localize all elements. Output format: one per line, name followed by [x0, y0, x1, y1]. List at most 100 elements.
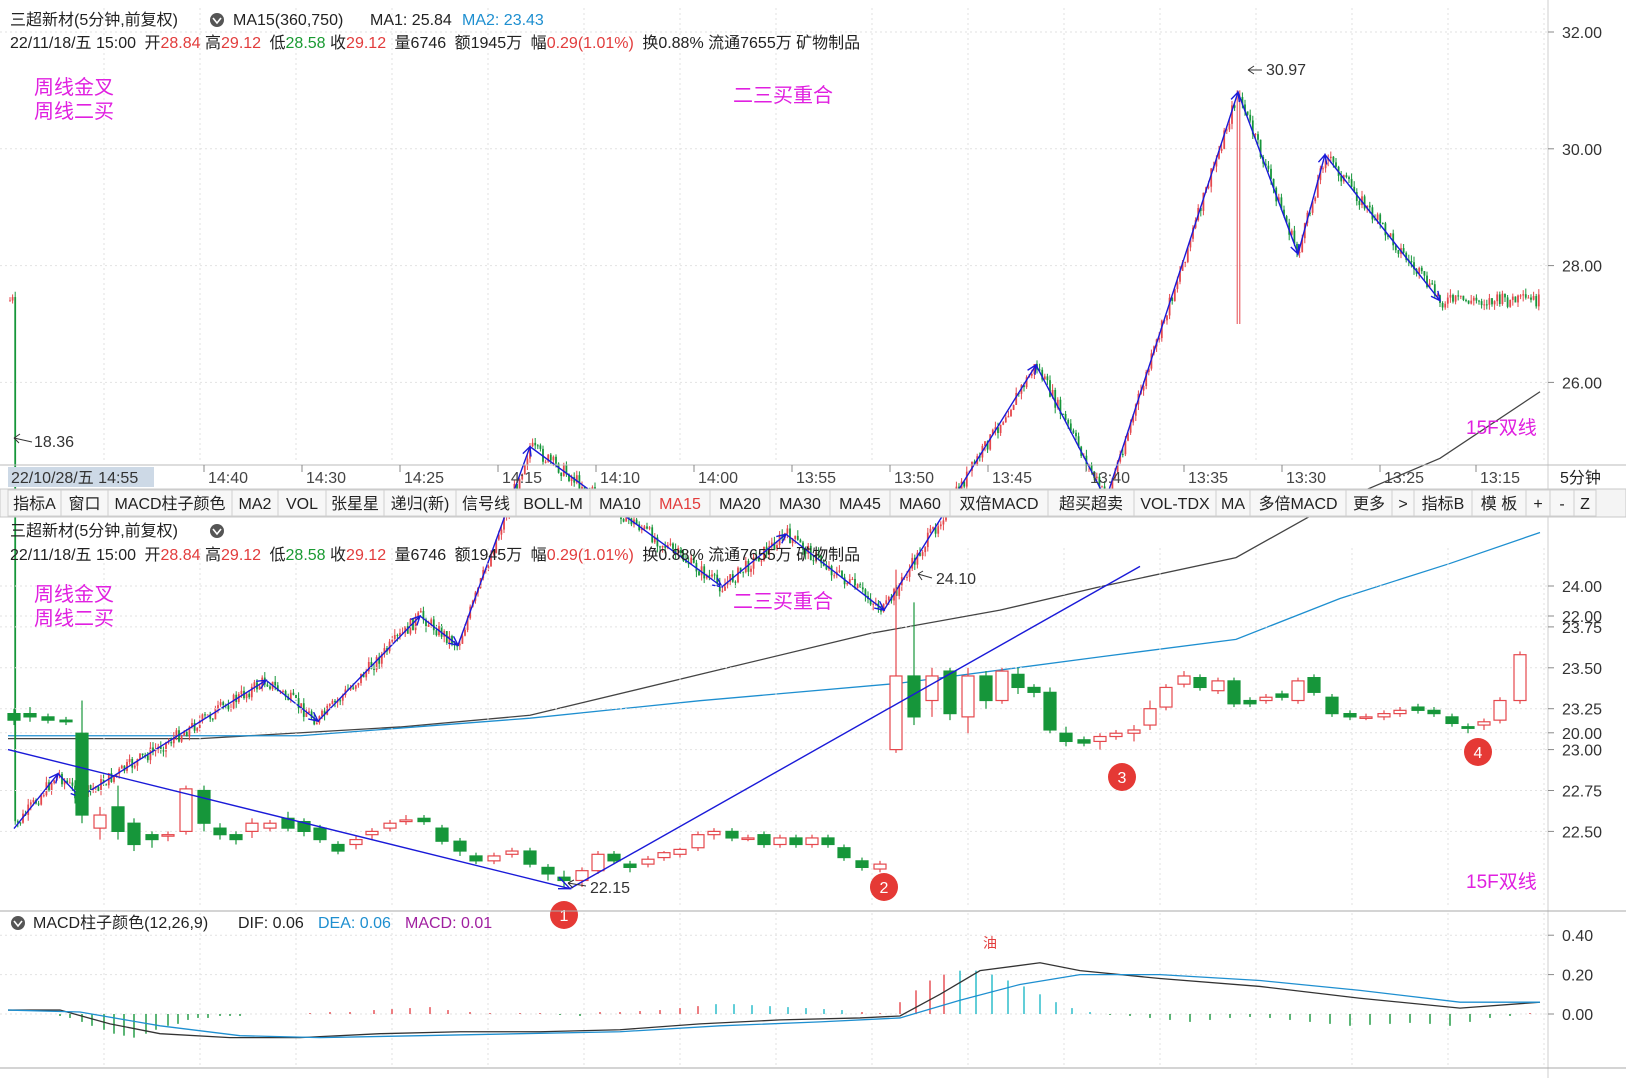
mid-candle-body	[673, 848, 687, 855]
toolbar-button[interactable]: MA15	[649, 489, 711, 517]
toolbar-button[interactable]: BOLL-M	[515, 489, 591, 517]
toolbar-button-bg[interactable]	[231, 489, 279, 517]
toolbar-button[interactable]: 信号线	[455, 489, 517, 517]
toolbar-button[interactable]: 多倍MACD	[1249, 489, 1347, 517]
toolbar-button-bg[interactable]	[7, 489, 62, 517]
toolbar-button[interactable]: 模 板	[1471, 489, 1527, 517]
top-candle-body	[924, 547, 927, 553]
mid-candle-body	[487, 855, 501, 862]
top-candle-body	[1426, 275, 1428, 288]
toolbar-button-bg[interactable]	[1133, 489, 1217, 517]
toolbar-button-bg[interactable]	[383, 489, 457, 517]
toolbar-button-bg[interactable]	[889, 489, 951, 517]
toolbar-button[interactable]: MA20	[709, 489, 771, 517]
top-low-arrow	[13, 433, 33, 444]
top-zigzag-arrow	[448, 635, 460, 647]
toolbar-button[interactable]: +	[1525, 489, 1551, 517]
toolbar-button[interactable]: MA60	[889, 489, 951, 517]
toolbar-button-label: BOLL-M	[523, 496, 583, 513]
mid-candle-body	[1027, 686, 1041, 693]
toolbar-button[interactable]: -	[1549, 489, 1575, 517]
toolbar-button[interactable]: 递归(新)	[383, 489, 457, 517]
toolbar-button-bg[interactable]	[515, 489, 591, 517]
toolbar-button-bg[interactable]	[1345, 489, 1393, 517]
toolbar-button-bg[interactable]	[455, 489, 517, 517]
top-candle-body	[1145, 372, 1148, 387]
toolbar-button[interactable]: MA30	[769, 489, 831, 517]
mid-candle-body	[707, 830, 721, 836]
toolbar-button-bg[interactable]	[949, 489, 1049, 517]
toolbar-button[interactable]: >	[1391, 489, 1415, 517]
top-dropdown-icon[interactable]	[210, 13, 224, 27]
toolbar-button[interactable]: 张星星	[325, 489, 385, 517]
toolbar-button-bg[interactable]	[769, 489, 831, 517]
toolbar-button-bg[interactable]	[1471, 489, 1527, 517]
toolbar-button-bg[interactable]	[1549, 489, 1575, 517]
toolbar-button[interactable]: MA2	[231, 489, 279, 517]
top-candle-body	[1350, 179, 1353, 187]
toolbar-button[interactable]: MACD柱子颜色	[107, 489, 233, 517]
top-candle-body	[393, 635, 396, 639]
top-candle-body	[258, 685, 261, 690]
top-candle-body	[1090, 464, 1093, 472]
toolbar-button[interactable]: 双倍MACD	[949, 489, 1049, 517]
top-candle-body	[1483, 304, 1486, 306]
top-candle-body	[1280, 197, 1283, 210]
toolbar-button-label: 指标B	[1422, 495, 1465, 513]
toolbar-button[interactable]: MA10	[589, 489, 651, 517]
top-ytick-label: 26.00	[1562, 375, 1602, 392]
top-candle-body	[209, 714, 212, 719]
top-candle-body	[432, 619, 435, 631]
toolbar-button[interactable]: VOL	[277, 489, 327, 517]
toolbar-button-bg[interactable]	[1413, 489, 1473, 517]
toolbar-button-bg[interactable]	[649, 489, 711, 517]
top-candle-body	[742, 571, 745, 573]
mid-candle-body	[1377, 713, 1391, 718]
top-candle-body	[856, 584, 859, 589]
top-candle-body	[1246, 111, 1249, 115]
period-label[interactable]: 5分钟	[1560, 469, 1601, 487]
top-candle-body	[659, 546, 661, 548]
top-candle-body	[1535, 296, 1538, 307]
toolbar-button-bg[interactable]	[1525, 489, 1551, 517]
mid-candle-body	[979, 675, 993, 702]
macd-value: MACD: 0.01	[405, 915, 492, 932]
toolbar-button-label: MA15	[659, 496, 701, 513]
toolbar-button[interactable]: 指标B	[1413, 489, 1473, 517]
top-candle-body	[466, 618, 469, 630]
top-candle-body	[1015, 392, 1018, 405]
toolbar-button-label: 窗口	[68, 495, 100, 513]
top-candle-body	[934, 527, 937, 534]
top-candle-body	[1478, 300, 1480, 302]
top-candle-body	[1496, 294, 1499, 302]
time-tick-label: 13:55	[796, 470, 836, 487]
toolbar-button[interactable]: 超买超卖	[1047, 489, 1135, 517]
top-candles	[9, 90, 1540, 828]
toolbar-button-bg[interactable]	[589, 489, 651, 517]
top-candle-body	[357, 683, 360, 686]
toolbar-button[interactable]: Z	[1573, 489, 1597, 517]
time-tick-label: 14:40	[208, 470, 248, 487]
toolbar-button[interactable]: MA	[1215, 489, 1251, 517]
toolbar-button[interactable]: VOL-TDX	[1133, 489, 1217, 517]
top-chevron-down-icon	[212, 17, 222, 25]
toolbar-button[interactable]: 指标A	[7, 489, 62, 517]
mid-dropdown-icon[interactable]	[210, 524, 224, 538]
toolbar-button[interactable]: MA45	[829, 489, 891, 517]
time-tick-label: 13:40	[1090, 470, 1130, 487]
top-candle-body	[419, 610, 422, 613]
top-zigzag-arrow	[776, 533, 788, 544]
toolbar-button-bg[interactable]	[829, 489, 891, 517]
toolbar-button-bg[interactable]	[1047, 489, 1135, 517]
top-candle-body	[1134, 404, 1137, 416]
mid-up-trendline	[569, 565, 1141, 890]
top-candle-body	[960, 481, 963, 493]
toolbar-button[interactable]: 窗口	[60, 489, 109, 517]
toolbar-button[interactable]: 更多	[1345, 489, 1393, 517]
macd-dropdown-icon[interactable]	[11, 916, 25, 930]
toolbar-button-bg[interactable]	[325, 489, 385, 517]
top-candle-body	[1527, 297, 1530, 299]
top-candle-body	[310, 711, 313, 718]
toolbar-button-bg[interactable]	[1573, 489, 1597, 517]
